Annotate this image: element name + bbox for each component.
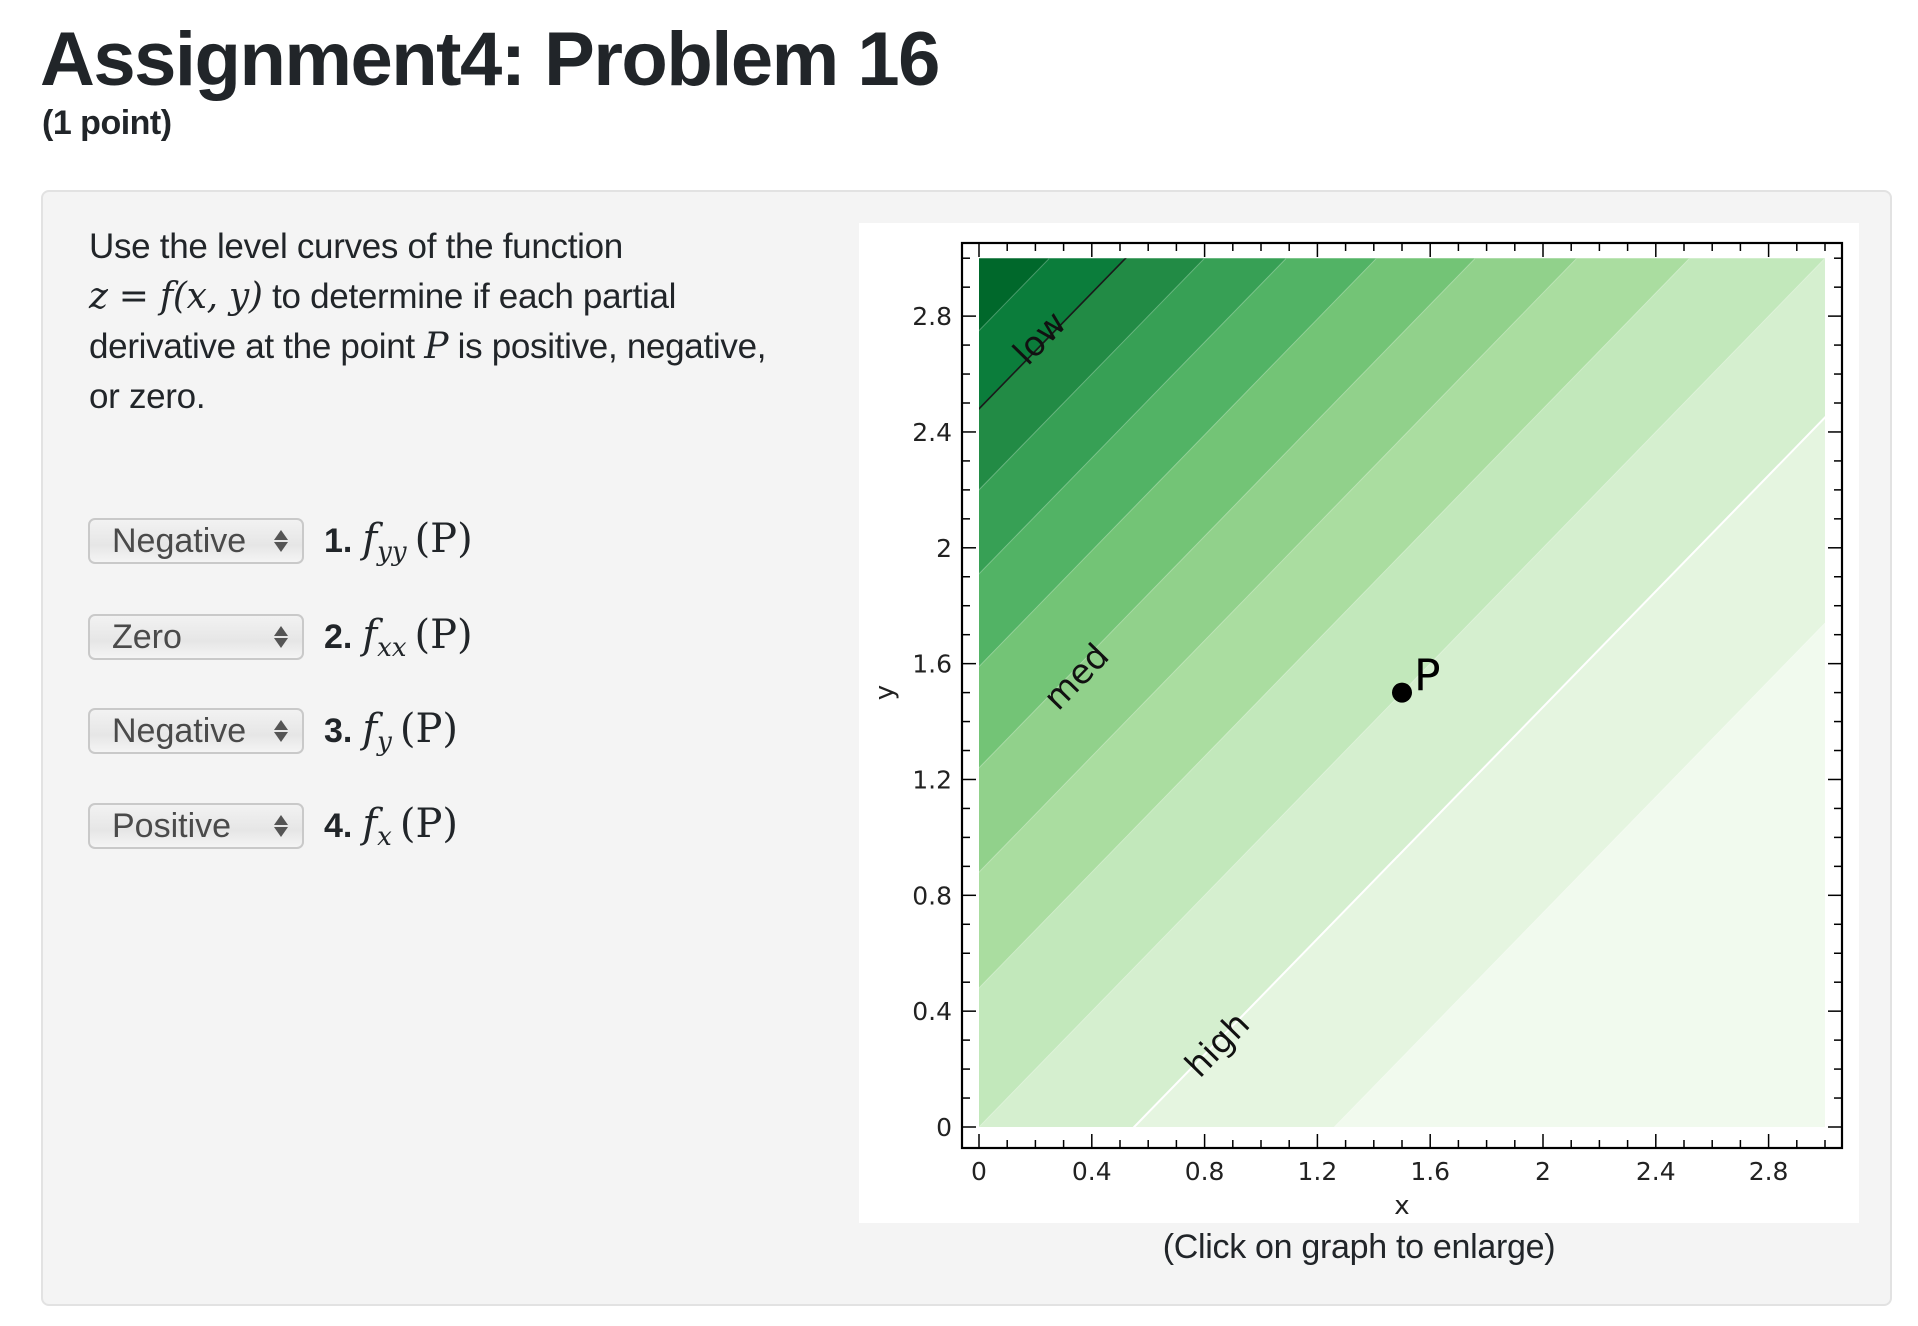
select-value: Negative	[112, 521, 247, 560]
svg-text:1.2: 1.2	[1298, 1157, 1338, 1186]
enlarge-caption: (Click on graph to enlarge)	[1162, 1228, 1556, 1266]
intro-line2: to determine if each partial	[262, 277, 677, 316]
function-equation: z = f(x, y)	[89, 276, 263, 317]
svg-text:2.8: 2.8	[1749, 1157, 1789, 1186]
svg-text:x: x	[1394, 1191, 1409, 1221]
question-number: 4.	[324, 806, 353, 845]
intro-line4: or zero.	[89, 377, 206, 416]
points-label: (1 point)	[42, 104, 172, 142]
svg-text:0.8: 0.8	[1185, 1157, 1225, 1186]
question-number: 2.	[324, 617, 353, 656]
point-p-label: P	[1414, 651, 1441, 702]
select-arrows-icon	[274, 530, 288, 552]
svg-text:1.2: 1.2	[912, 765, 952, 794]
question-expression: fy (P)	[362, 705, 458, 757]
select-arrows-icon	[274, 720, 288, 742]
question-expression: fx (P)	[362, 800, 458, 852]
point-symbol: P	[424, 326, 449, 367]
question-number: 3.	[324, 711, 353, 750]
question-label-2: 2. fxx (P)	[324, 612, 473, 663]
answer-select-4[interactable]: Positive	[88, 803, 304, 849]
svg-text:1.6: 1.6	[1410, 1157, 1450, 1186]
svg-text:2.4: 2.4	[912, 418, 952, 447]
point-p-marker	[1392, 682, 1412, 703]
svg-text:2.4: 2.4	[1636, 1157, 1676, 1186]
problem-statement: Use the level curves of the function z =…	[89, 222, 809, 422]
select-arrows-icon	[274, 815, 288, 837]
answer-select-1[interactable]: Negative	[88, 518, 304, 564]
question-label-4: 4. fx (P)	[324, 801, 458, 852]
svg-text:0: 0	[936, 1113, 952, 1142]
svg-text:0: 0	[971, 1157, 987, 1186]
svg-text:0.4: 0.4	[1072, 1157, 1112, 1186]
question-label-1: 1. fyy (P)	[324, 516, 473, 567]
question-row-3: Negative 3. fy (P)	[88, 706, 458, 757]
select-value: Negative	[112, 711, 247, 750]
svg-text:2: 2	[1535, 1157, 1551, 1186]
contour-graph[interactable]: low med high 0 0.4 0.8 1.2 1.6 2 2.4 2.8 0 0.4 0.8 1.2…	[859, 223, 1859, 1223]
intro-line3a: derivative at the point	[89, 327, 425, 366]
answer-select-2[interactable]: Zero	[88, 614, 304, 660]
svg-text:2: 2	[936, 534, 952, 563]
answer-select-3[interactable]: Negative	[88, 708, 304, 754]
question-label-3: 3. fy (P)	[324, 706, 458, 757]
svg-text:2.8: 2.8	[912, 302, 952, 331]
question-row-4: Positive 4. fx (P)	[88, 801, 458, 852]
question-expression: fxx (P)	[362, 611, 473, 663]
select-value: Positive	[112, 806, 232, 845]
question-row-1: Negative 1. fyy (P)	[88, 516, 473, 567]
svg-text:0.8: 0.8	[912, 881, 952, 910]
select-arrows-icon	[274, 626, 288, 648]
intro-line3b: is positive, negative,	[448, 327, 767, 366]
svg-text:0.4: 0.4	[912, 997, 952, 1026]
question-number: 1.	[324, 521, 353, 560]
select-value: Zero	[112, 617, 182, 656]
page-title: Assignment4: Problem 16	[40, 17, 940, 102]
question-row-2: Zero 2. fxx (P)	[88, 612, 473, 663]
question-expression: fyy (P)	[362, 515, 473, 567]
intro-line1: Use the level curves of the function	[89, 227, 623, 266]
svg-text:1.6: 1.6	[912, 650, 952, 679]
svg-text:y: y	[870, 685, 900, 700]
